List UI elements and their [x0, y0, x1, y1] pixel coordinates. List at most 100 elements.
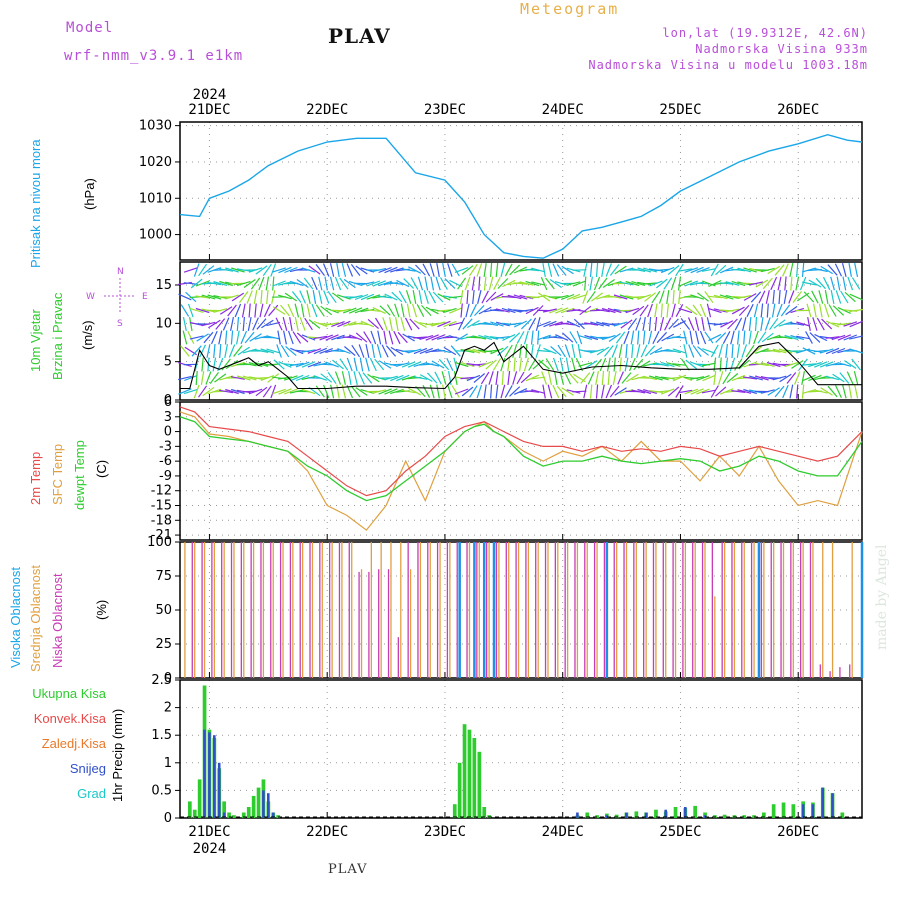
- wind-barb: [552, 263, 560, 277]
- wind-barb: [683, 330, 688, 345]
- cloud-ytick-label: 50: [155, 603, 172, 618]
- wind-barb: [561, 332, 574, 343]
- wind-barb: [502, 334, 516, 341]
- wind-barb: [525, 306, 539, 315]
- wind-barb: [199, 344, 207, 358]
- wind-barb: [263, 303, 271, 318]
- wind-barb: [350, 264, 361, 276]
- wind-barb: [791, 360, 804, 369]
- wind-barb: [354, 307, 369, 314]
- wind-barb: [460, 303, 463, 318]
- wind-barb: [619, 294, 634, 300]
- wind-barb: [308, 319, 321, 329]
- wind-barb: [814, 333, 828, 342]
- wind-barb: [205, 371, 212, 385]
- wind-barb: [599, 357, 607, 372]
- wind-barb: [292, 331, 302, 344]
- temp-ytick-label: -21: [151, 528, 172, 543]
- precip-bar-rain: [482, 807, 487, 818]
- wind-barb: [455, 333, 468, 342]
- wind-barb: [843, 334, 858, 341]
- wind-barb: [606, 357, 611, 372]
- wind-barb: [702, 280, 716, 287]
- wind-barb: [383, 330, 387, 345]
- precip-bar-rain: [614, 814, 619, 818]
- wind-barb: [685, 305, 698, 316]
- wind-barb: [736, 344, 740, 358]
- wind-barb: [519, 344, 522, 358]
- wind-barb: [466, 348, 481, 354]
- wind-barb: [696, 375, 710, 381]
- wind-barb: [258, 276, 265, 291]
- precip-ytick-label: 0.5: [151, 783, 172, 798]
- cloud-ytick-label: 0: [164, 671, 172, 686]
- wind-barb: [654, 316, 658, 332]
- wind-barb: [367, 318, 379, 330]
- wind-barb: [725, 343, 728, 359]
- wind-barb: [336, 384, 340, 399]
- wind-barb: [483, 384, 487, 399]
- wind-barb: [444, 278, 456, 289]
- wind-barb: [408, 266, 422, 274]
- wind-barb: [607, 295, 622, 299]
- wind-barb: [678, 307, 693, 314]
- wind-barb: [851, 358, 861, 371]
- wind-barb: [572, 390, 587, 393]
- wind-barb: [701, 362, 716, 367]
- wind-barb: [615, 331, 626, 344]
- wind-barb: [507, 371, 511, 385]
- wind-barb: [379, 305, 391, 316]
- wind-barb: [668, 318, 679, 330]
- wind-barb: [531, 281, 546, 286]
- wind-barb: [231, 388, 245, 395]
- wind-barb: [766, 303, 769, 318]
- wind-barb: [307, 361, 322, 368]
- wind-barb: [678, 389, 693, 394]
- wind-barb: [219, 389, 234, 394]
- wind-barb: [592, 358, 602, 371]
- wind-barb: [661, 333, 675, 342]
- wind-barb: [542, 262, 546, 278]
- precip-ytick-label: 2.5: [151, 673, 172, 688]
- wind-barb: [412, 289, 417, 305]
- wind-barb: [213, 281, 228, 286]
- wind-barb: [396, 279, 410, 288]
- wind-barb: [284, 292, 298, 302]
- top-day-label: 24DEC: [542, 102, 584, 118]
- wind-barb: [501, 370, 504, 386]
- wind-barb: [519, 281, 534, 286]
- wind-ytick-label: 5: [164, 355, 172, 370]
- wind-barb: [648, 316, 652, 332]
- wind-barb: [476, 263, 483, 277]
- wind-barb: [449, 307, 463, 314]
- wind-barb: [322, 263, 330, 277]
- wind-barb: [501, 307, 516, 314]
- precip-bar-snow: [831, 793, 834, 818]
- wind-barb: [834, 384, 842, 399]
- wind-barb: [687, 317, 695, 331]
- wind-barb: [471, 276, 476, 291]
- precip-bar-rain: [462, 724, 467, 818]
- wind-barb: [549, 279, 562, 288]
- wind-barb: [266, 289, 269, 305]
- wind-barb: [425, 322, 440, 326]
- wind-barb: [437, 320, 451, 328]
- wind-barb: [480, 371, 490, 385]
- wind-barb: [287, 303, 295, 318]
- wind-barb: [808, 361, 822, 368]
- wind-barb: [448, 321, 463, 327]
- wind-barb: [561, 387, 574, 396]
- wind-barb: [472, 348, 487, 354]
- wind-barb: [187, 303, 194, 318]
- wind-barb: [413, 376, 428, 380]
- wind-barb: [376, 344, 382, 358]
- wind-barb: [555, 307, 569, 314]
- wind-barb: [625, 307, 640, 314]
- wind-barb: [520, 372, 533, 384]
- wind-barb: [715, 264, 727, 276]
- wind-barb: [561, 265, 574, 275]
- wind-barb: [391, 291, 403, 303]
- wind-barb: [331, 334, 345, 341]
- wind-barb: [760, 362, 775, 367]
- wind-barb: [828, 304, 837, 317]
